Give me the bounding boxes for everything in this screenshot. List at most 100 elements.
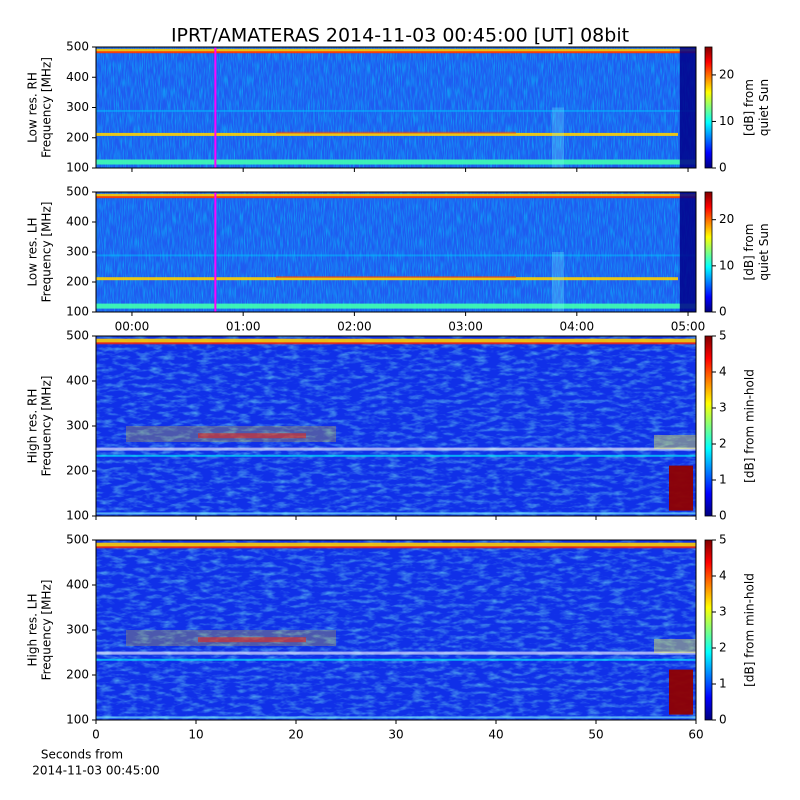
heatmap-band [679,192,696,312]
x-tick-label: 00:00 [115,320,150,334]
x-tick-label: 50 [588,728,603,742]
heatmap-band [96,277,678,281]
heatmap-band [96,658,696,661]
colorbar-label: [dB] from [742,79,756,136]
heatmap-band [276,131,516,134]
heatmap-band [96,546,696,549]
y-axis-label: High res. RH [26,389,40,464]
y-tick-label: 300 [66,419,89,433]
colorbar-tick-label: 20 [719,67,734,81]
colorbar-tick-label: 2 [719,641,727,655]
colorbar-label: [dB] from min-hold [743,369,757,483]
y-axis-label: Frequency [MHz] [40,376,54,477]
heatmap-texture [96,540,696,720]
heatmap-texture [96,47,696,168]
colorbar-tick-label: 3 [719,401,727,415]
x-axis-label: 2014-11-03 00:45:00 [32,764,159,778]
y-tick-label: 500 [66,185,89,199]
colorbar-tick-label: 10 [719,114,734,128]
colorbar [704,191,713,313]
y-tick-label: 400 [66,374,89,388]
y-tick-label: 400 [66,215,89,229]
y-tick-label: 300 [66,623,89,637]
colorbar-tick-label: 1 [719,473,727,487]
heatmap-band [96,454,696,457]
colorbar-tick-label: 0 [719,713,727,727]
colorbar-tick-label: 4 [719,569,727,583]
heatmap-band [96,193,696,198]
colorbar-tick-label: 3 [719,605,727,619]
colorbar-tick-label: 0 [719,305,727,319]
x-tick-label: 40 [488,728,503,742]
y-tick-label: 500 [66,533,89,547]
colorbar-tick-label: 1 [719,677,727,691]
colorbar-tick-label: 20 [719,212,734,226]
heatmap-band [679,47,696,168]
heatmap-band [669,669,693,715]
heatmap-band [198,433,306,439]
y-tick-label: 200 [66,275,89,289]
colorbar-tick-label: 10 [719,258,734,272]
y-axis-label: Frequency [MHz] [40,57,54,158]
y-tick-label: 100 [66,305,89,319]
y-axis-label: Frequency [MHz] [40,202,54,303]
heatmap-band [96,109,696,112]
x-tick-label: 01:00 [226,320,261,334]
x-axis-label: Seconds from [41,748,123,762]
y-tick-label: 400 [66,578,89,592]
colorbar [704,539,713,721]
heatmap-band [96,338,696,343]
x-tick-label: 30 [388,728,403,742]
heatmap-band [552,252,564,312]
heatmap-band [96,48,696,53]
heatmap-band [96,196,696,199]
heatmap-band [96,716,696,719]
x-tick-label: 10 [188,728,203,742]
colorbar-tick-label: 4 [719,365,727,379]
figure-title: IPRT/AMATERAS 2014-11-03 00:45:00 [UT] 0… [171,25,629,47]
colorbar-tick-label: 0 [719,509,727,523]
x-tick-label: 05:00 [671,320,706,334]
y-tick-label: 400 [66,70,89,84]
colorbar-tick-label: 5 [719,533,727,547]
heatmap-band [96,132,678,136]
colorbar-label: quiet Sun [757,223,771,280]
x-tick-label: 0 [92,728,100,742]
heatmap-band [552,107,564,168]
x-tick-label: 04:00 [560,320,595,334]
y-tick-label: 100 [66,509,89,523]
heatmap-band [96,512,696,515]
y-tick-label: 200 [66,464,89,478]
y-tick-label: 200 [66,668,89,682]
heatmap-band [96,51,696,54]
y-tick-label: 200 [66,130,89,144]
heatmap-band [96,651,696,655]
heatmap-band [96,254,696,257]
x-tick-label: 03:00 [448,320,483,334]
heatmap-band [669,465,693,511]
y-tick-label: 300 [66,245,89,259]
y-tick-label: 500 [66,40,89,54]
y-tick-label: 100 [66,713,89,727]
heatmap-band [198,637,306,643]
y-axis-label: Frequency [MHz] [40,580,54,681]
heatmap-texture [96,336,696,516]
heatmap-band [96,159,696,165]
heatmap-band [96,303,696,309]
colorbar [704,335,713,517]
y-axis-label: High res. LH [26,593,40,666]
colorbar-label: [dB] from min-hold [743,573,757,687]
colorbar-tick-label: 5 [719,329,727,343]
colorbar-tick-label: 2 [719,437,727,451]
heatmap-band [96,447,696,451]
colorbar-label: quiet Sun [757,79,771,136]
y-tick-label: 100 [66,161,89,175]
colorbar-label: [dB] from [742,224,756,281]
heatmap-band [654,435,696,449]
y-axis-label: Low res. LH [26,217,40,286]
heatmap-band [654,639,696,653]
heatmap-texture [96,192,696,312]
colorbar-tick-label: 0 [719,161,727,175]
